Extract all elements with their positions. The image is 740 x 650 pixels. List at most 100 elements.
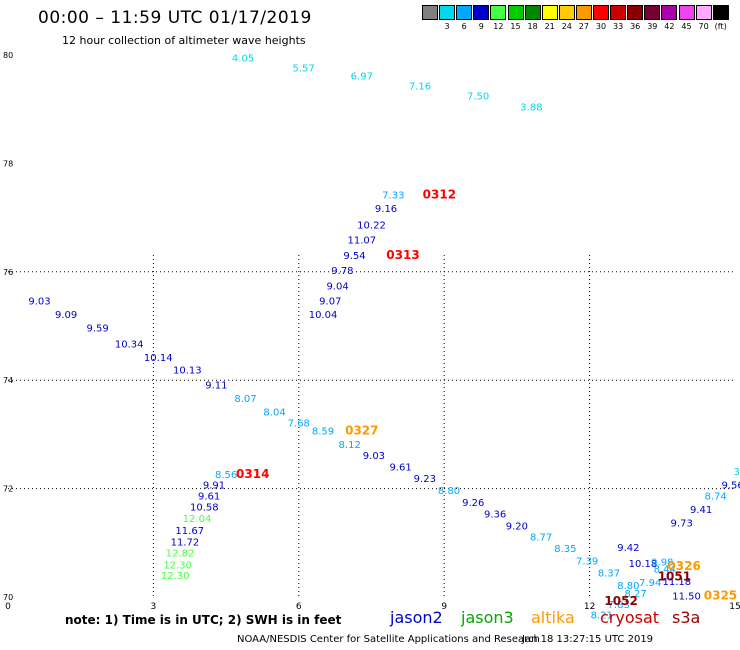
pass-label: 0325 [704,589,737,603]
legend-label: 42 [664,22,675,31]
pass-label: 1051 [658,570,691,584]
wave-height-value: 9.61 [389,463,411,474]
wave-height-value: 8.74 [704,491,726,502]
wave-height-value: 9.42 [617,543,639,554]
wave-height-value: 9.20 [506,521,528,532]
legend-label: 21 [544,22,555,31]
legend-swatch [610,5,627,20]
footer-note: note: 1) Time is in UTC; 2) SWH is in fe… [65,613,342,627]
wave-height-value: 8.77 [530,533,552,544]
wave-height-value: 8.21 [591,611,613,622]
wave-height-value: 11.07 [347,236,376,247]
wave-height-value: 7.94 [639,578,661,589]
wave-height-value: 11.72 [171,538,200,549]
wave-height-value: 12.30 [161,571,190,582]
wave-height-value: 4.05 [232,54,254,65]
legend-swatch [524,5,541,20]
wave-height-value: 9.04 [326,282,348,293]
legend-swatch [558,5,575,20]
legend-swatch [575,5,592,20]
wave-height-value: 3.88 [520,102,542,113]
wave-height-value: 10.34 [115,340,144,351]
legend-swatch [627,5,644,20]
legend-swatch [439,5,456,20]
x-tick-label: 6 [296,602,302,612]
y-tick-label: 74 [3,376,13,385]
page-title: 00:00 – 11:59 UTC 01/17/2019 [38,8,312,28]
y-tick-label: 78 [3,159,13,168]
x-tick-label: 3 [151,602,157,612]
wave-height-value: 9.03 [363,451,385,462]
credit-line: NOAA/NESDIS Center for Satellite Applica… [237,634,540,645]
pass-label: 0313 [386,248,419,262]
wave-height-value: 7.68 [288,418,310,429]
x-tick-label: 0 [5,602,11,612]
wave-height-value: 9.16 [375,204,397,215]
wave-height-value: 9.09 [55,310,77,321]
legend-swatch [490,5,507,20]
satellite-name: jason3 [461,608,514,627]
legend-label: (ft) [714,22,727,31]
wave-height-value: 10.04 [309,310,338,321]
wave-height-value: 7.33 [382,191,404,202]
legend-swatch [695,5,712,20]
wave-height-value: 9.03 [28,296,50,307]
y-tick-label: 80 [3,51,13,60]
timestamp: Jan 18 13:27:15 UTC 2019 [522,634,654,645]
wave-height-value: 12.82 [166,548,195,559]
wave-height-value: 10.58 [190,502,219,513]
legend-label: 9 [478,22,484,31]
legend-label: 39 [647,22,658,31]
wave-height-value: 9.36 [484,509,506,520]
wave-height-value: 10.13 [173,366,202,377]
wave-height-value: 11.18 [663,577,692,588]
wave-height-value: 8.37 [598,568,620,579]
x-tick-label: 15 [729,602,740,612]
wave-height-value: 8.35 [554,544,576,555]
wave-height-value: 8.27 [625,589,647,600]
satellite-name: jason2 [390,608,443,627]
wave-height-value: 8.56 [215,470,237,481]
wave-height-value: 9.56 [721,481,740,492]
wave-height-value: 9.11 [205,380,227,391]
pass-label: 0327 [345,423,378,437]
pass-label: 0326 [667,559,700,573]
wave-height-value: 9.41 [690,505,712,516]
legend-swatch [593,5,609,20]
legend-label: 33 [613,22,624,31]
wave-height-value: 9.98 [651,558,673,569]
x-tick-label: 9 [441,602,447,612]
wave-height-value: 9.91 [203,481,225,492]
wave-height-value: 8.44 [654,565,676,576]
pass-label: 0312 [423,188,456,202]
x-tick-label: 12 [584,602,595,612]
satellite-name: s3a [672,608,701,627]
wave-height-value: 8.80 [617,581,639,592]
wave-height-value: 11.67 [175,526,204,537]
page-subtitle: 12 hour collection of altimeter wave hei… [62,34,306,47]
y-tick-label: 76 [3,268,13,277]
wave-height-value: 9.59 [87,323,109,334]
wave-height-value: 9.07 [319,296,341,307]
wave-height-value: 9.54 [343,251,365,262]
wave-height-value: 8.59 [312,426,334,437]
legend-label: 18 [527,22,538,31]
wave-height-value: 7.83 [608,600,630,611]
legend-swatch [678,5,695,20]
legend-label: 70 [698,22,709,31]
satellite-name: cryosat [600,608,660,627]
legend-label: 3 [444,22,450,31]
wave-height-value: 8.07 [234,394,256,405]
legend-swatch [541,5,558,20]
pass-label: 0314 [236,467,269,481]
legend-label: 27 [578,22,589,31]
legend-swatch [473,5,490,20]
wave-height-value: 10.18 [629,559,658,570]
wave-height-value: 9.26 [462,498,484,509]
pass-label: 1052 [604,594,637,608]
wave-height-value: 9.61 [198,491,220,502]
legend-label: 30 [595,22,607,31]
y-tick-label: 72 [3,485,13,494]
